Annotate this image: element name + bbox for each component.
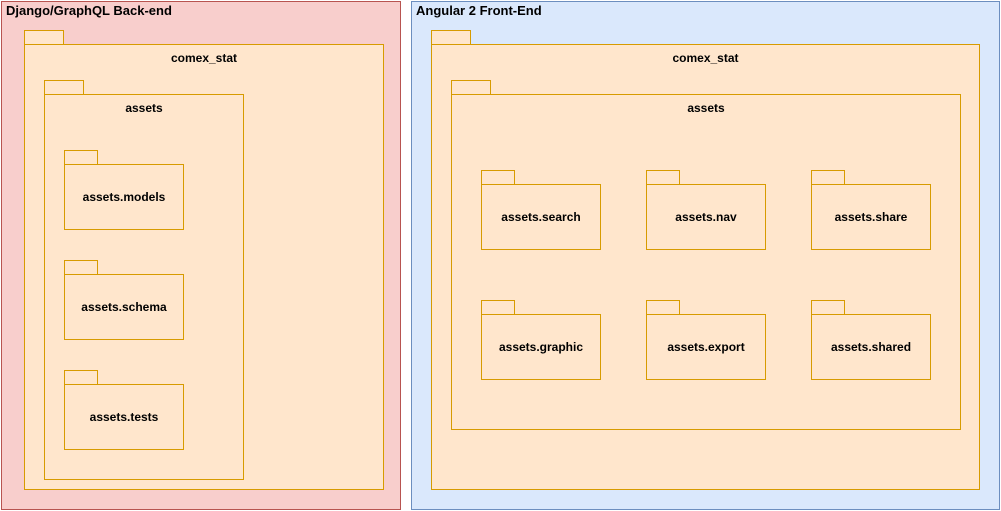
- package-body: assets.share: [811, 184, 931, 250]
- package-tab-icon: [481, 170, 515, 184]
- package-body: assets.export: [646, 314, 766, 380]
- package-label: assets.shared: [831, 340, 911, 354]
- package-item: assets.shared: [811, 300, 931, 380]
- package-item: assets.share: [811, 170, 931, 250]
- package-body: assets.schema: [64, 274, 184, 340]
- package-tab-icon: [811, 170, 845, 184]
- package-body: assets.shared: [811, 314, 931, 380]
- package-label: comex_stat: [432, 51, 979, 65]
- package-label: assets.nav: [675, 210, 736, 224]
- package-body: assets.tests: [64, 384, 184, 450]
- package-label: assets: [45, 101, 243, 115]
- package-label: assets.tests: [90, 410, 159, 424]
- package-tab-icon: [811, 300, 845, 314]
- package-label: assets.graphic: [499, 340, 583, 354]
- package-item: assets.nav: [646, 170, 766, 250]
- package-tab-icon: [24, 30, 64, 44]
- package-item: assets.graphic: [481, 300, 601, 380]
- package-label: comex_stat: [25, 51, 383, 65]
- package-item: assets.search: [481, 170, 601, 250]
- package-body: assets.search: [481, 184, 601, 250]
- package-tab-icon: [451, 80, 491, 94]
- package-item: assets.tests: [64, 370, 184, 450]
- package-tab-icon: [481, 300, 515, 314]
- package-tab-icon: [64, 150, 98, 164]
- package-label: assets.export: [667, 340, 744, 354]
- backend-title: Django/GraphQL Back-end: [6, 3, 172, 18]
- package-body: assets.graphic: [481, 314, 601, 380]
- package-tab-icon: [646, 170, 680, 184]
- package-item: assets.export: [646, 300, 766, 380]
- package-item: assets.models: [64, 150, 184, 230]
- package-label: assets.search: [501, 210, 580, 224]
- package-label: assets.schema: [81, 300, 166, 314]
- package-tab-icon: [44, 80, 84, 94]
- package-body: assets.nav: [646, 184, 766, 250]
- frontend-title: Angular 2 Front-End: [416, 3, 542, 18]
- package-tab-icon: [64, 370, 98, 384]
- package-label: assets.share: [835, 210, 908, 224]
- package-tab-icon: [64, 260, 98, 274]
- package-label: assets.models: [83, 190, 166, 204]
- package-item: assets.schema: [64, 260, 184, 340]
- package-tab-icon: [431, 30, 471, 44]
- package-label: assets: [452, 101, 960, 115]
- package-body: assets.models: [64, 164, 184, 230]
- package-tab-icon: [646, 300, 680, 314]
